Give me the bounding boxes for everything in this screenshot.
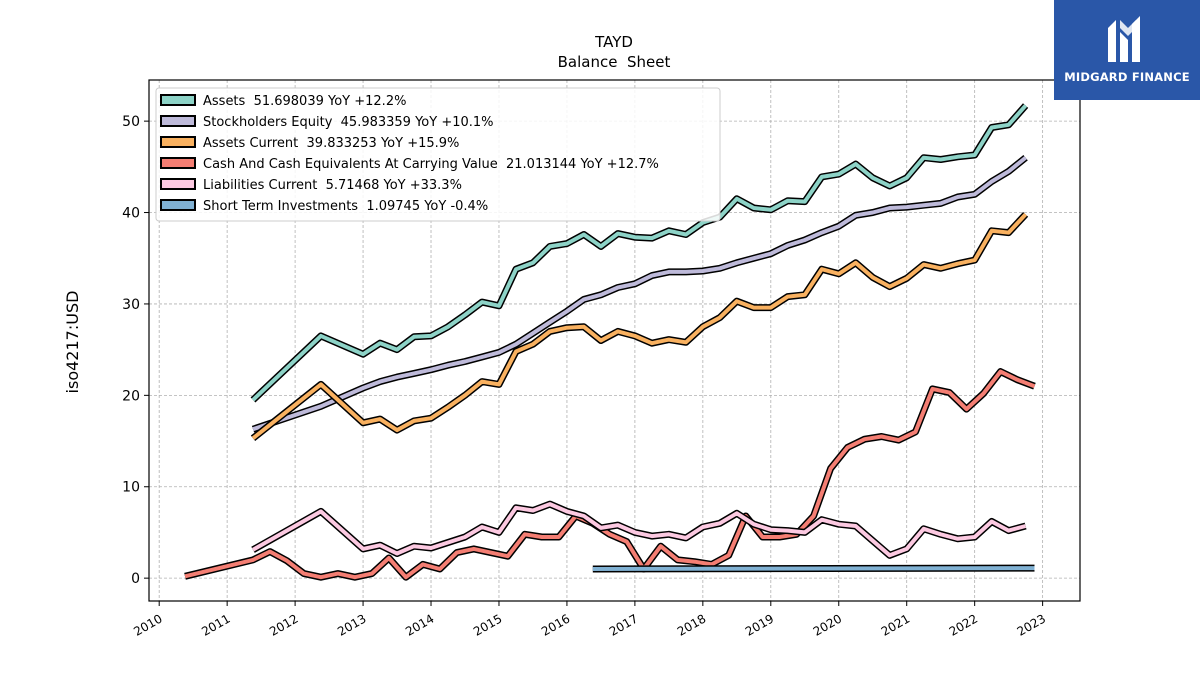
brand-name: MIDGARD FINANCE — [1064, 70, 1190, 84]
series-line — [252, 502, 1027, 558]
y-tick-label: 40 — [122, 206, 140, 222]
x-tick-label: 2016 — [539, 611, 572, 638]
y-tick-label: 50 — [122, 114, 140, 130]
x-tick-label: 2010 — [131, 611, 164, 638]
brand-logo: MIDGARD FINANCE — [1054, 0, 1200, 100]
legend-entry: Liabilities Current 5.71468 YoY +33.3% — [203, 178, 462, 193]
midgard-logo-icon — [1108, 16, 1140, 62]
series-line — [251, 104, 1028, 402]
series-cash-and-cash-equivalents-at-carrying-value — [184, 368, 1036, 581]
legend-swatch — [160, 115, 196, 127]
chart-title: TAYD — [594, 33, 633, 51]
series-short-term-investments — [592, 564, 1035, 573]
x-tick-label: 2011 — [199, 611, 232, 638]
series-stockholders-equity — [251, 154, 1028, 433]
y-axis-label: iso4217:USD — [63, 291, 82, 394]
x-tick-label: 2014 — [403, 611, 436, 638]
legend-swatch — [160, 199, 196, 211]
x-tick-label: 2023 — [1015, 611, 1048, 638]
x-tick-label: 2021 — [879, 611, 912, 638]
legend-swatch — [160, 94, 196, 106]
x-tick-label: 2017 — [607, 611, 640, 638]
series-outline — [250, 212, 1029, 442]
legend-frame — [155, 87, 721, 222]
series-assets-current — [250, 212, 1029, 442]
series-assets — [250, 103, 1029, 403]
y-tick-label: 20 — [122, 388, 140, 404]
x-tick-label: 2018 — [675, 611, 708, 638]
x-tick-label: 2013 — [335, 611, 368, 638]
legend-entry: Assets 51.698039 YoY +12.2% — [203, 94, 406, 109]
legend-entry: Assets Current 39.833253 YoY +15.9% — [203, 136, 459, 151]
series-line — [252, 156, 1027, 432]
x-tick-label: 2015 — [471, 611, 504, 638]
x-tick-label: 2022 — [947, 611, 980, 638]
series-liabilities-current — [251, 500, 1027, 559]
legend-swatch — [160, 157, 196, 169]
legend-swatch — [160, 178, 196, 190]
legend-entry: Cash And Cash Equivalents At Carrying Va… — [203, 157, 659, 172]
x-tick-label: 2020 — [811, 611, 844, 638]
chart-subtitle: Balance Sheet — [558, 53, 671, 71]
plot-frame — [148, 79, 1081, 602]
legend: Assets 51.698039 YoY +12.2% Stockholders … — [155, 87, 721, 222]
series-line — [184, 369, 1036, 580]
series-line — [251, 213, 1028, 440]
y-tick-label: 0 — [131, 571, 140, 587]
x-tick-label: 2019 — [743, 611, 776, 638]
y-tick-label: 30 — [122, 297, 140, 313]
legend-entry: Short Term Investments 1.09745 YoY -0.4% — [203, 199, 488, 214]
y-tick-label: 10 — [122, 480, 140, 496]
series-line — [592, 566, 1035, 571]
legend-entry: Stockholders Equity 45.983359 YoY +10.1% — [203, 115, 494, 130]
series-group — [184, 103, 1036, 581]
legend-swatch — [160, 136, 196, 148]
x-tick-label: 2012 — [267, 611, 300, 638]
